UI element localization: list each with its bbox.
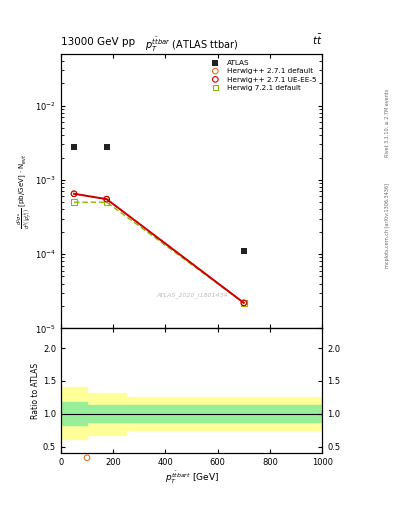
ATLAS xyxy=(103,142,110,151)
Herwig 7.2.1 default xyxy=(103,198,110,206)
Text: 13000 GeV pp: 13000 GeV pp xyxy=(61,37,135,47)
Text: $t\bar{t}$: $t\bar{t}$ xyxy=(312,33,322,47)
Y-axis label: Ratio to ATLAS: Ratio to ATLAS xyxy=(31,362,40,419)
ATLAS xyxy=(241,247,247,255)
Herwig++ 2.7.1 default xyxy=(71,189,77,198)
X-axis label: $p^{t\bar{t}bar{t}}_T$ [GeV]: $p^{t\bar{t}bar{t}}_T$ [GeV] xyxy=(165,470,219,486)
Herwig 7.2.1 default xyxy=(241,299,247,307)
Herwig 7.2.1 default xyxy=(71,198,77,206)
Herwig++ 2.7.1 UE-EE-5 xyxy=(241,299,247,307)
Y-axis label: $\frac{d^2\sigma^u}{d^2\left(\left[p_T^{t\bar{t}}\right]\right)}$ [pb/GeV] $\cdo: $\frac{d^2\sigma^u}{d^2\left(\left[p_T^{… xyxy=(15,153,33,229)
Point xyxy=(84,454,90,462)
Text: ATLAS_2020_I1801434: ATLAS_2020_I1801434 xyxy=(156,292,227,298)
ATLAS xyxy=(71,142,77,151)
Herwig++ 2.7.1 UE-EE-5 xyxy=(103,195,110,203)
Text: mcplots.cern.ch [arXiv:1306.3436]: mcplots.cern.ch [arXiv:1306.3436] xyxy=(385,183,389,268)
Herwig++ 2.7.1 default xyxy=(241,299,247,307)
Legend: ATLAS, Herwig++ 2.7.1 default, Herwig++ 2.7.1 UE-EE-5, Herwig 7.2.1 default: ATLAS, Herwig++ 2.7.1 default, Herwig++ … xyxy=(205,57,319,93)
Herwig++ 2.7.1 default xyxy=(103,195,110,203)
Title: $p_T^{t\bar{t}bar}$ (ATLAS ttbar): $p_T^{t\bar{t}bar}$ (ATLAS ttbar) xyxy=(145,35,238,54)
Herwig++ 2.7.1 UE-EE-5 xyxy=(71,189,77,198)
Text: Rivet 3.1.10, ≥ 2.7M events: Rivet 3.1.10, ≥ 2.7M events xyxy=(385,89,389,157)
